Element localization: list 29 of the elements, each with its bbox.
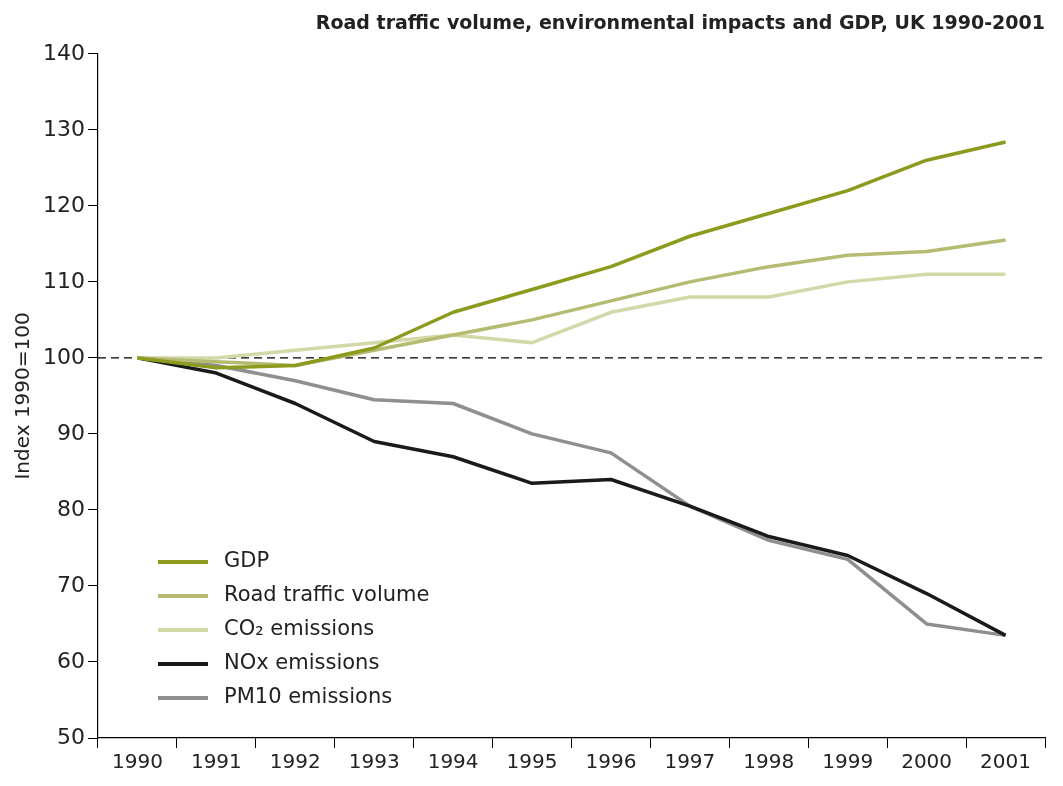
- x-tick-label: 1995: [506, 749, 558, 774]
- legend-label: NOx emissions: [223, 650, 380, 675]
- y-tick-label: 70: [56, 571, 85, 597]
- y-tick-label: 50: [56, 723, 85, 749]
- chart-title: Road traffic volume, environmental impacts and GDP, UK 1990-2001: [315, 11, 1045, 34]
- y-tick-label: 140: [42, 39, 85, 65]
- y-tick-label: 60: [56, 647, 85, 673]
- x-tick-label: 1994: [427, 749, 479, 774]
- x-tick-label: 1993: [348, 749, 400, 774]
- x-tick-label: 1992: [269, 749, 321, 774]
- y-tick-label: 120: [42, 191, 85, 217]
- y-tick-label: 90: [56, 419, 85, 445]
- x-tick-label: 1991: [190, 749, 242, 774]
- x-tick-label: 1996: [585, 749, 637, 774]
- x-tick-label: 1999: [822, 749, 874, 774]
- y-tick-label: 130: [42, 115, 85, 141]
- x-tick-label: 1998: [743, 749, 795, 774]
- x-tick-label: 2001: [980, 749, 1031, 774]
- x-tick-label: 1990: [112, 749, 163, 774]
- y-tick-label: 110: [42, 267, 85, 293]
- legend-label: CO₂ emissions: [223, 616, 375, 641]
- legend-label: GDP: [223, 548, 270, 573]
- x-tick-label: 2000: [901, 749, 953, 774]
- y-axis-title: Index 1990=100: [10, 312, 35, 480]
- y-tick-label: 80: [56, 495, 85, 521]
- legend-label: Road traffic volume: [223, 582, 430, 607]
- x-tick-label: 1997: [664, 749, 716, 774]
- y-tick-label: 100: [42, 343, 85, 369]
- legend-label: PM10 emissions: [223, 684, 393, 709]
